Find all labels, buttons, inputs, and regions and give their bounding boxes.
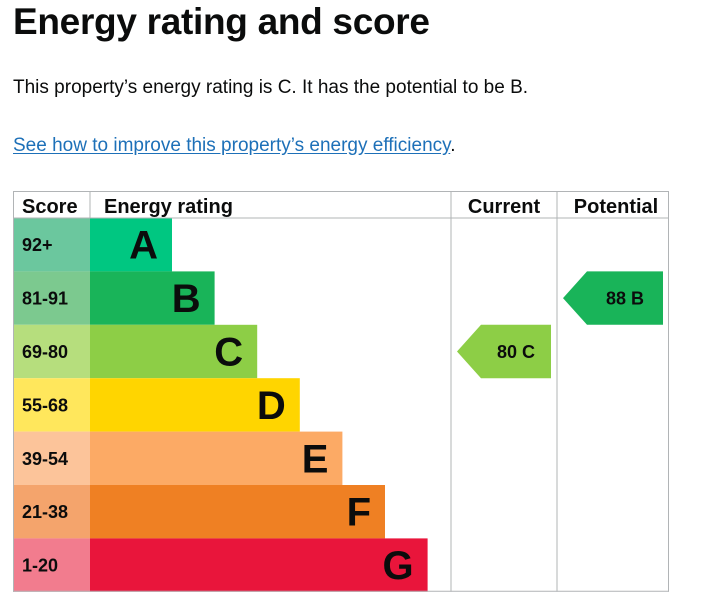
score-column-header: Score (22, 196, 78, 218)
score-label-g: 1-20 (22, 556, 58, 576)
current-rating-arrow (457, 324, 551, 379)
band-letter-d: D (257, 384, 286, 428)
score-cell-c (13, 324, 90, 379)
table-grid (13, 191, 669, 592)
potential-column-header: Potential (574, 196, 658, 218)
rating-bar-e (90, 431, 343, 485)
rating-bar-d (90, 378, 300, 432)
improve-efficiency-link[interactable]: See how to improve this property’s energ… (13, 135, 451, 156)
rating-bar-b (90, 271, 215, 325)
score-label-d: 55-68 (22, 395, 68, 415)
rating-arrows: 80 C 88 B (457, 271, 663, 379)
score-cell-b (13, 271, 90, 325)
score-cell-g (13, 538, 90, 592)
score-label-e: 39-54 (22, 449, 68, 469)
band-letter-f: F (347, 491, 371, 535)
current-rating-arrow-label: 80 C (497, 342, 535, 362)
score-label-b: 81-91 (22, 289, 68, 309)
band-letter-c: C (214, 331, 243, 375)
current-column-header: Current (468, 196, 541, 218)
rating-column-header: Energy rating (104, 196, 233, 218)
score-cell-a (13, 218, 90, 272)
band-letter-g: G (382, 544, 413, 588)
rating-bands: 92+ A 81-91 B 69-80 C 55-68 D 39-54 E 21-38 F 1-20 G (13, 218, 428, 592)
score-cell-f (13, 485, 90, 539)
band-letter-e: E (302, 437, 329, 481)
rating-bar-f (90, 485, 385, 539)
rating-bar-a (90, 218, 172, 272)
rating-bar-g (90, 538, 428, 592)
band-letter-b: B (172, 277, 201, 321)
score-label-a: 92+ (22, 235, 53, 255)
page-title: Energy rating and score (13, 1, 430, 42)
rating-bar-c (90, 324, 258, 379)
link-suffix: . (450, 135, 456, 156)
rating-summary: This property’s energy rating is C. It h… (13, 77, 529, 98)
score-label-c: 69-80 (22, 342, 68, 362)
improve-paragraph: See how to improve this property’s energ… (13, 134, 456, 158)
potential-rating-arrow (563, 271, 663, 325)
band-letter-a: A (129, 224, 158, 268)
potential-rating-arrow-label: 88 B (606, 289, 644, 309)
score-cell-e (13, 431, 90, 485)
score-cell-d (13, 378, 90, 432)
score-label-f: 21-38 (22, 502, 68, 522)
